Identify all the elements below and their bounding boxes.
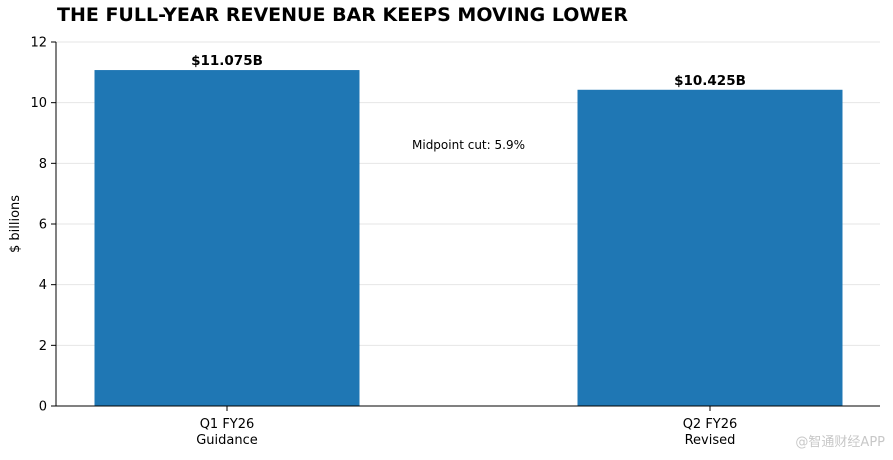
x-tick-label: Q2 FY26 — [683, 417, 738, 432]
bar — [94, 70, 360, 406]
x-tick-label: Q1 FY26 — [200, 417, 255, 432]
x-tick-label: Guidance — [196, 433, 258, 448]
y-tick-label: 12 — [30, 36, 47, 51]
x-tick-label: Revised — [685, 433, 736, 448]
y-tick-label: 4 — [39, 278, 47, 293]
annotation-text: Midpoint cut: 5.9% — [412, 138, 525, 152]
chart-title: THE FULL-YEAR REVENUE BAR KEEPS MOVING L… — [57, 4, 628, 26]
y-tick-label: 2 — [39, 339, 47, 354]
y-axis-label: $ billions — [8, 195, 23, 253]
y-tick-label: 0 — [39, 400, 47, 415]
y-tick-label: 6 — [39, 218, 47, 233]
y-tick-label: 10 — [30, 96, 47, 111]
bar — [577, 89, 843, 407]
y-tick-label: 8 — [39, 157, 47, 172]
bar-value-label: $11.075B — [191, 53, 263, 69]
bar-value-label: $10.425B — [674, 73, 746, 89]
watermark-text: @智通财经APP — [795, 435, 885, 450]
